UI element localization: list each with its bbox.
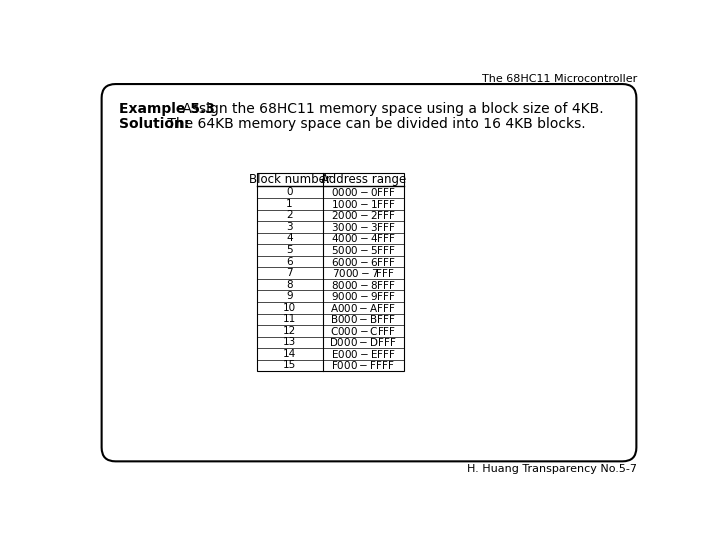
Text: Example 5.3: Example 5.3 [120,102,215,116]
Text: $A000-$AFFF: $A000-$AFFF [330,302,396,314]
Text: 15: 15 [283,361,296,370]
Text: 13: 13 [283,338,296,347]
Text: $5000-$5FFF: $5000-$5FFF [330,244,396,256]
Text: Solution:: Solution: [120,117,190,131]
Text: $4000-$4FFF: $4000-$4FFF [330,232,396,245]
Text: 5: 5 [287,245,293,255]
Text: 8: 8 [287,280,293,289]
Text: 3: 3 [287,222,293,232]
Text: 11: 11 [283,314,296,325]
Text: 14: 14 [283,349,296,359]
FancyBboxPatch shape [102,84,636,461]
Text: $C000-$CFFF: $C000-$CFFF [330,325,396,337]
Text: $6000-$6FFF: $6000-$6FFF [330,255,396,267]
Text: 10: 10 [283,303,296,313]
Text: $8000-$8FFF: $8000-$8FFF [330,279,396,291]
Text: The 68HC11 Microcontroller: The 68HC11 Microcontroller [482,74,637,84]
Text: Address range: Address range [320,173,406,186]
Text: $3000-$3FFF: $3000-$3FFF [330,221,396,233]
Text: $E000-$EFFF: $E000-$EFFF [330,348,395,360]
Text: $7000-$7FFF: $7000-$7FFF [332,267,395,279]
Text: Assign the 68HC11 memory space using a block size of 4KB.: Assign the 68HC11 memory space using a b… [178,102,603,116]
Text: $F000-$FFFF: $F000-$FFFF [331,360,395,372]
Text: $D000-$DFFF: $D000-$DFFF [329,336,397,348]
Text: $B000-$BFFF: $B000-$BFFF [330,313,396,325]
Text: 1: 1 [287,199,293,209]
Text: 4: 4 [287,233,293,244]
Text: $9000-$9FFF: $9000-$9FFF [330,290,396,302]
Text: 0: 0 [287,187,293,197]
Bar [256,173,404,372]
Text: $1000-$1FFF: $1000-$1FFF [330,198,396,210]
Text: $2000-$2FFF: $2000-$2FFF [330,210,396,221]
Text: 6: 6 [287,256,293,267]
Text: $0000-$0FFF: $0000-$0FFF [330,186,396,198]
Text: Block number: Block number [248,173,330,186]
Text: H. Huang Transparency No.5-7: H. Huang Transparency No.5-7 [467,464,637,475]
Text: 2: 2 [287,211,293,220]
Text: 12: 12 [283,326,296,336]
Text: 9: 9 [287,291,293,301]
Text: 7: 7 [287,268,293,278]
Text: The 64KB memory space can be divided into 16 4KB blocks.: The 64KB memory space can be divided int… [163,117,585,131]
